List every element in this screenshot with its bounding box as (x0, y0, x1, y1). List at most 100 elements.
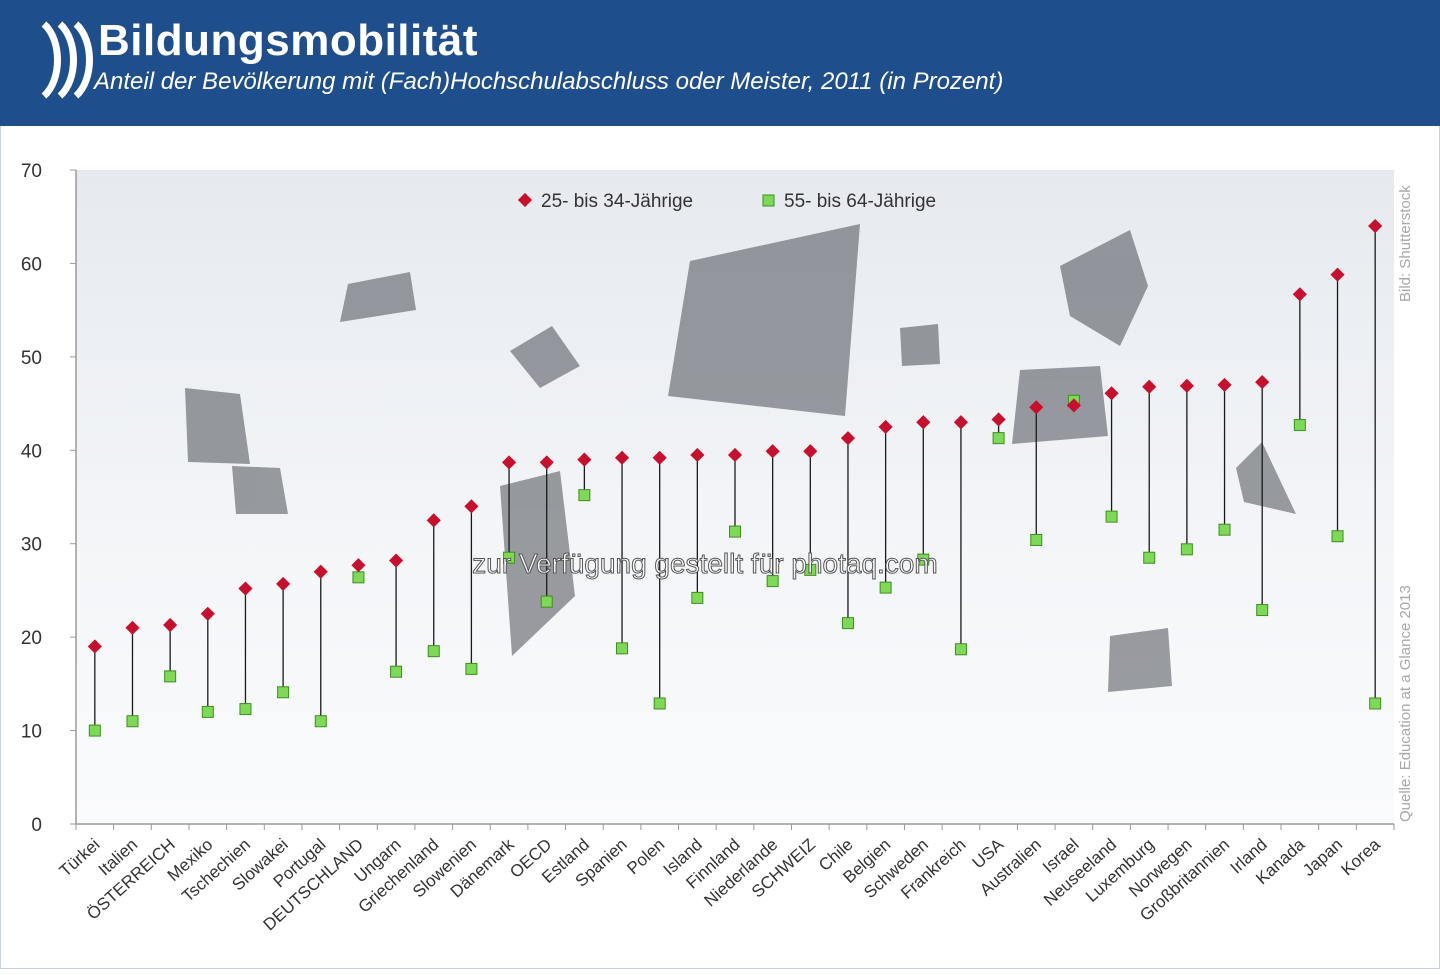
legend-label-55-64: 55- bis 64-Jährige (784, 191, 936, 212)
point-55-64 (879, 581, 892, 594)
cap-far-right-icon (1236, 442, 1296, 514)
y-tick-label: 0 (31, 815, 42, 836)
y-tick-label: 30 (21, 535, 42, 556)
point-25-34 (501, 455, 517, 470)
point-25-34 (200, 606, 215, 621)
point-55-64 (88, 724, 101, 737)
point-55-64 (992, 432, 1005, 445)
point-25-34 (690, 447, 705, 463)
dumbbell-chart: 0 10 20 30 40 50 60 70 TürkeiItalienÖSTERREICHM… (21, 161, 1414, 934)
legend: 25- bis 34-Jährige 55- bis 64-Jährige (517, 191, 936, 212)
point-55-64 (691, 591, 704, 604)
point-25-34 (276, 576, 291, 591)
point-25-34 (1142, 379, 1157, 394)
point-55-64 (201, 705, 214, 718)
point-25-34 (1179, 378, 1194, 393)
point-25-34 (577, 452, 592, 467)
point-55-64 (954, 643, 967, 656)
cap-left-icon (185, 388, 250, 464)
point-55-64 (841, 617, 854, 630)
point-55-64 (766, 575, 779, 588)
point-25-34 (614, 450, 630, 465)
x-tick-label: Polen (623, 835, 668, 878)
cap-center-icon (500, 471, 575, 656)
point-25-34 (163, 617, 178, 633)
point-25-34 (464, 499, 479, 514)
point-55-64 (126, 715, 139, 728)
point-25-34 (238, 581, 253, 596)
y-tick-label: 10 (21, 722, 42, 743)
point-25-34 (1330, 267, 1345, 282)
y-tick-label: 50 (21, 348, 42, 369)
series-25-34-markers (87, 218, 1383, 654)
point-55-64 (390, 665, 403, 678)
point-25-34 (125, 620, 140, 635)
point-25-34 (1255, 375, 1270, 390)
point-55-64 (503, 551, 516, 564)
x-axis-labels: TürkeiItalienÖSTERREICHMexikoTschechienS… (56, 834, 1385, 934)
point-25-34 (1104, 386, 1119, 401)
point-55-64 (1293, 419, 1306, 432)
point-25-34 (539, 455, 554, 470)
point-25-34 (87, 639, 102, 654)
point-55-64 (616, 642, 629, 655)
cap-right-icon (1060, 230, 1148, 346)
legend-diamond-icon (517, 192, 533, 208)
cap-large-icon (668, 224, 860, 416)
point-55-64 (427, 645, 440, 658)
point-25-34 (916, 415, 931, 430)
cap-small-icon (900, 324, 940, 366)
x-tick-label: Japan (1299, 835, 1346, 880)
point-55-64 (465, 662, 478, 675)
cap-mid-icon (510, 326, 580, 388)
point-25-34 (1217, 377, 1232, 392)
graduation-caps-decoration (185, 224, 1296, 692)
point-55-64 (729, 525, 741, 538)
cap-right-lower-icon (1012, 366, 1108, 444)
point-55-64 (277, 686, 290, 699)
x-tick-label: Türkei (56, 835, 104, 881)
image-credit: Bild: Shutterstock (1397, 185, 1414, 302)
chart-title: Bildungsmobilität (98, 16, 479, 65)
point-55-64 (540, 595, 553, 608)
point-25-34 (1066, 398, 1081, 413)
point-55-64 (1180, 543, 1193, 556)
point-25-34 (878, 419, 893, 434)
point-25-34 (351, 558, 366, 573)
point-25-34 (991, 412, 1006, 427)
x-axis-ticks (75, 824, 1395, 830)
y-axis: 0 10 20 30 40 50 60 70 (21, 161, 76, 836)
point-55-64 (653, 697, 666, 710)
cap-bottom-right-icon (1108, 628, 1172, 692)
y-tick-label: 40 (21, 441, 42, 462)
oecd-logo-icon (41, 21, 93, 99)
point-55-64 (1218, 523, 1231, 536)
point-25-34 (765, 444, 780, 459)
point-25-34 (727, 447, 743, 463)
point-55-64 (804, 563, 817, 576)
chart-subtitle: Anteil der Bevölkerung mit (Fach)Hochsch… (94, 68, 1004, 95)
point-55-64 (314, 715, 327, 728)
y-tick-label: 20 (21, 628, 42, 649)
watermark-text: zur Verfügung gestellt für photaq.com (472, 548, 937, 579)
series-55-64-markers (88, 394, 1382, 737)
y-tick-label: 60 (21, 254, 42, 275)
chart-area: 0 10 20 30 40 50 60 70 Türkei Italien ÖSTERREICH M… (0, 126, 1440, 970)
point-55-64 (239, 703, 252, 716)
point-55-64 (1256, 604, 1269, 617)
source-credit: Quelle: Education at a Glance 2013 (1397, 585, 1414, 822)
point-25-34 (313, 564, 328, 579)
point-25-34 (953, 415, 969, 430)
point-55-64 (1105, 510, 1118, 523)
chart-header: Bildungsmobilität Anteil der Bevölkerung… (0, 0, 1440, 126)
point-55-64 (1143, 551, 1156, 564)
point-55-64 (352, 571, 365, 584)
point-25-34 (840, 431, 856, 446)
point-25-34 (1368, 218, 1383, 234)
point-55-64 (578, 489, 591, 502)
point-25-34 (1292, 287, 1307, 302)
cap-left-small-icon (232, 466, 288, 514)
legend-label-25-34: 25- bis 34-Jährige (541, 191, 693, 212)
point-25-34 (426, 513, 441, 528)
cap-top-left-icon (340, 272, 416, 322)
